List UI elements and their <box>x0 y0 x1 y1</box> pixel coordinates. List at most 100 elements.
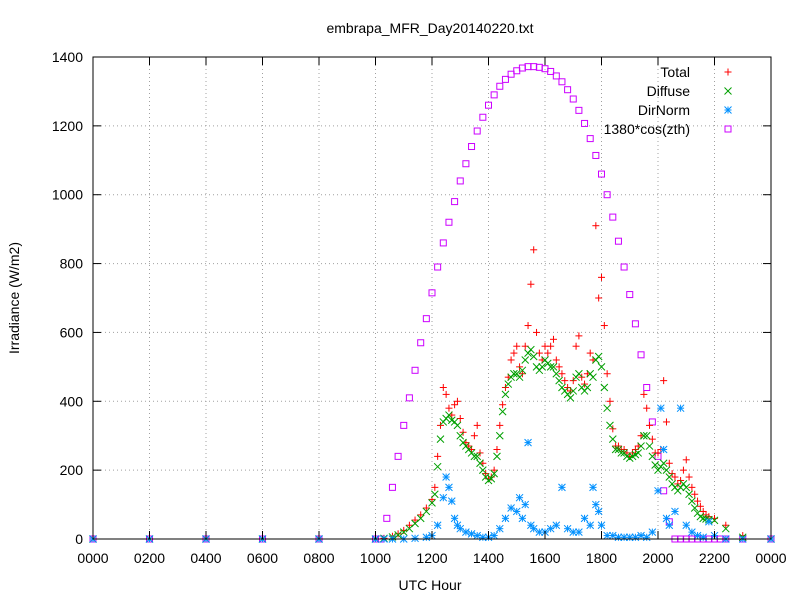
data-point <box>676 404 685 413</box>
y-tick-label: 1200 <box>52 118 83 134</box>
data-point <box>552 356 560 364</box>
data-point <box>645 442 654 450</box>
data-point <box>662 418 670 426</box>
data-point <box>581 119 589 127</box>
x-tick-label: 0000 <box>755 550 786 566</box>
data-point <box>665 459 673 467</box>
data-point <box>515 493 524 502</box>
data-point <box>445 404 453 412</box>
data-point <box>634 449 643 457</box>
data-point <box>569 387 578 395</box>
data-point <box>529 352 538 361</box>
data-point <box>682 521 691 530</box>
data-point <box>620 263 628 271</box>
x-tick-labels: 0000 0200 0400 0600 0800 1000 1200 1400 1600 1800… <box>77 550 786 566</box>
data-point <box>569 95 577 103</box>
data-point <box>659 445 668 454</box>
data-point <box>592 151 600 159</box>
data-point <box>626 291 634 299</box>
data-point <box>643 384 651 392</box>
x-tick-label: 0000 <box>77 550 108 566</box>
data-point <box>439 239 447 247</box>
data-point <box>609 213 617 221</box>
data-point <box>411 366 419 374</box>
data-point <box>515 373 524 382</box>
data-point <box>473 127 481 135</box>
data-point <box>524 322 532 330</box>
data-point <box>704 517 713 526</box>
data-point <box>524 438 532 447</box>
data-point <box>589 373 597 382</box>
data-point <box>456 431 465 440</box>
x-tick-label: 1400 <box>473 550 504 566</box>
data-point <box>660 377 668 385</box>
data-point <box>575 528 583 536</box>
data-point <box>478 466 487 474</box>
chart-title: embrapa_MFR_Day20140220.txt <box>326 20 533 36</box>
data-point <box>501 514 510 523</box>
data-point <box>617 449 626 457</box>
data-point <box>462 528 470 536</box>
data-point <box>399 528 408 536</box>
data-point <box>510 349 518 357</box>
data-point <box>614 237 622 245</box>
data-point <box>693 531 702 540</box>
data-point <box>682 483 691 492</box>
data-point <box>558 370 566 378</box>
data-point <box>473 452 482 461</box>
data-point <box>501 390 510 399</box>
data-point <box>422 533 431 542</box>
data-point <box>447 497 456 505</box>
legend-marker <box>724 106 732 114</box>
data-point <box>538 363 547 371</box>
data-point <box>594 352 603 361</box>
data-point <box>721 524 730 533</box>
data-point <box>606 397 614 405</box>
data-point <box>682 456 690 464</box>
data-point <box>690 504 699 512</box>
data-point <box>547 342 555 350</box>
data-point <box>637 531 645 540</box>
y-tick-label: 600 <box>60 324 84 340</box>
y-tick-label: 400 <box>60 393 84 409</box>
data-point <box>603 404 612 413</box>
data-point <box>580 514 589 523</box>
data-point <box>549 335 557 343</box>
data-point <box>665 521 674 530</box>
data-point <box>518 366 527 375</box>
legend-marker <box>724 125 732 133</box>
legend-label: 1380*cos(zth) <box>604 121 690 137</box>
y-tick-label: 1400 <box>52 49 83 65</box>
data-point <box>640 390 648 398</box>
data-point <box>688 483 696 491</box>
x-tick-label: 1800 <box>586 550 617 566</box>
data-point <box>530 246 538 254</box>
data-point <box>552 369 561 378</box>
data-point <box>611 445 620 454</box>
data-point <box>642 431 651 440</box>
x-tick-label: 0600 <box>247 550 278 566</box>
data-point <box>595 294 603 302</box>
data-point <box>512 507 521 516</box>
data-point <box>493 452 501 461</box>
data-point <box>499 401 507 409</box>
data-point <box>490 466 498 474</box>
data-point <box>583 383 592 392</box>
data-point <box>555 363 563 371</box>
data-point <box>552 72 560 80</box>
y-axis-title: Irradiance (W/m2) <box>6 242 22 354</box>
data-point <box>487 474 496 483</box>
data-point <box>603 370 611 378</box>
data-point <box>591 500 600 509</box>
data-point <box>598 273 605 281</box>
x-tick-label: 2000 <box>642 550 673 566</box>
data-point <box>547 67 555 75</box>
data-point <box>527 280 535 288</box>
data-point <box>555 376 563 385</box>
x-axis-title: UTC Hour <box>398 577 461 593</box>
data-point <box>546 363 555 371</box>
data-point <box>544 349 552 357</box>
data-point <box>428 498 436 507</box>
data-point <box>597 363 606 371</box>
